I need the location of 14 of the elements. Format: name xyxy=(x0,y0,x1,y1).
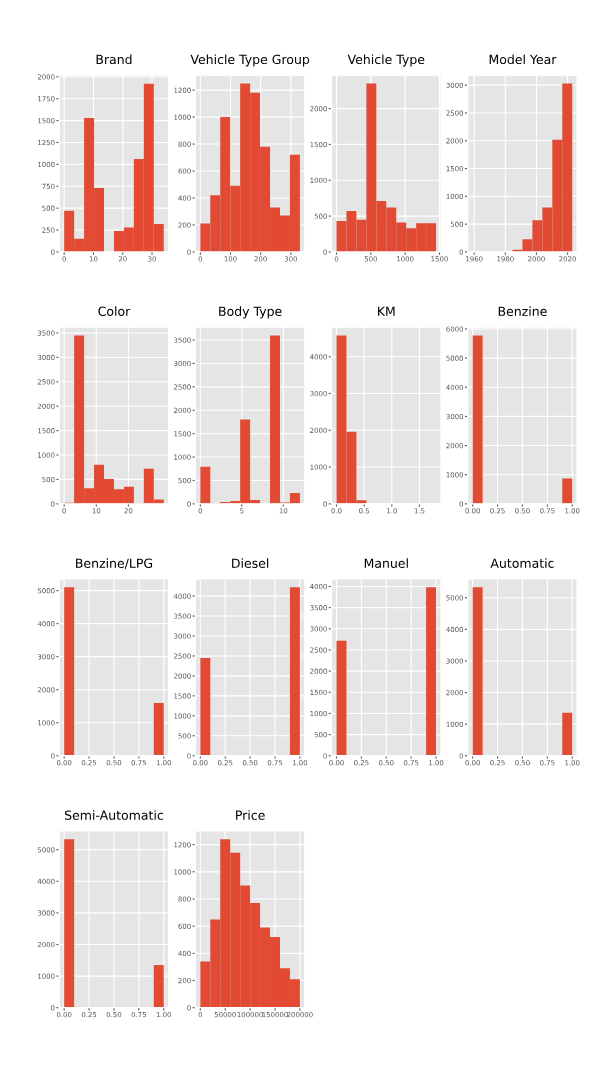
chart-title: Diesel xyxy=(232,558,269,568)
chart-title: Benzine xyxy=(498,306,547,317)
chart-title: Brand xyxy=(96,54,132,65)
chart-title: Automatic xyxy=(490,558,554,568)
chart-title: Price xyxy=(236,810,265,820)
chart-title: Body Type xyxy=(219,306,282,319)
chart-title: Vehicle Type xyxy=(347,54,425,67)
chart-title: Benzine/LPG xyxy=(76,558,153,569)
chart-title: Model Year xyxy=(489,54,557,65)
chart-title: Manuel xyxy=(364,558,408,568)
chart-title: Vehicle Type Group xyxy=(190,54,310,67)
chart-title: Color xyxy=(98,306,131,317)
chart-title: KM xyxy=(378,306,395,316)
chart-title: Semi-Automatic xyxy=(64,810,163,820)
